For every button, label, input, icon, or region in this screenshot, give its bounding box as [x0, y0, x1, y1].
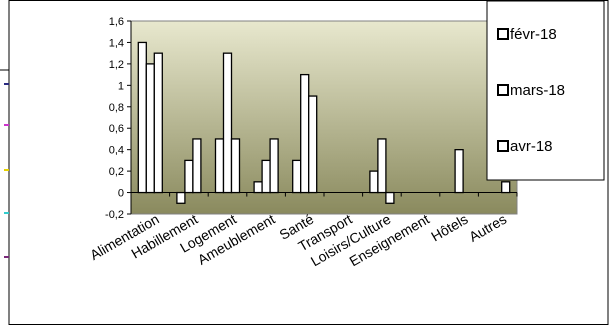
- bar: [192, 138, 202, 194]
- bar: [230, 138, 241, 194]
- bar-series-group: [137, 41, 511, 204]
- legend-label: févr-18: [510, 26, 557, 43]
- bar: [292, 159, 302, 194]
- y-tick-label: 1: [118, 80, 124, 92]
- bar: [214, 138, 225, 194]
- bar: [145, 63, 155, 194]
- legend-label: mars-18: [510, 82, 565, 99]
- bar: [377, 138, 387, 194]
- y-tick-label: 1,2: [109, 59, 124, 71]
- bar: [501, 181, 511, 194]
- bar: [184, 159, 194, 194]
- legend-swatch: [497, 140, 509, 152]
- bar: [222, 52, 233, 194]
- legend-swatch: [497, 84, 509, 96]
- y-tick-label: 1,6: [109, 16, 124, 28]
- y-tick-label: 0: [118, 188, 124, 200]
- legend-swatch: [497, 28, 509, 40]
- bar: [253, 181, 263, 194]
- series-2: [145, 52, 464, 194]
- bar: [369, 170, 379, 194]
- y-axis: 1,6 1,4 1,2 1 0,8 0,6 0,4 0,2 0 -0,2: [105, 16, 132, 221]
- y-tick-label: -0,2: [105, 209, 124, 221]
- y-tick-label: 0,4: [109, 145, 124, 157]
- bar: [308, 95, 318, 194]
- y-tick-label: 0,6: [109, 123, 124, 135]
- y-tick-label: 0,8: [109, 102, 124, 114]
- left-edge-fragments: [0, 69, 9, 258]
- y-tick-label: 0,2: [109, 166, 124, 178]
- bar: [261, 159, 271, 194]
- legend-label: avr-18: [510, 138, 553, 155]
- bar: [385, 191, 395, 204]
- bar: [176, 191, 186, 204]
- bar: [300, 73, 310, 194]
- bar: [153, 52, 163, 194]
- y-tick-label: 1,4: [109, 37, 124, 49]
- bar: [454, 149, 464, 194]
- bar: [137, 41, 147, 194]
- bar: [269, 138, 279, 194]
- series-3: [153, 52, 511, 204]
- legend: févr-18 mars-18 avr-18: [486, 0, 605, 181]
